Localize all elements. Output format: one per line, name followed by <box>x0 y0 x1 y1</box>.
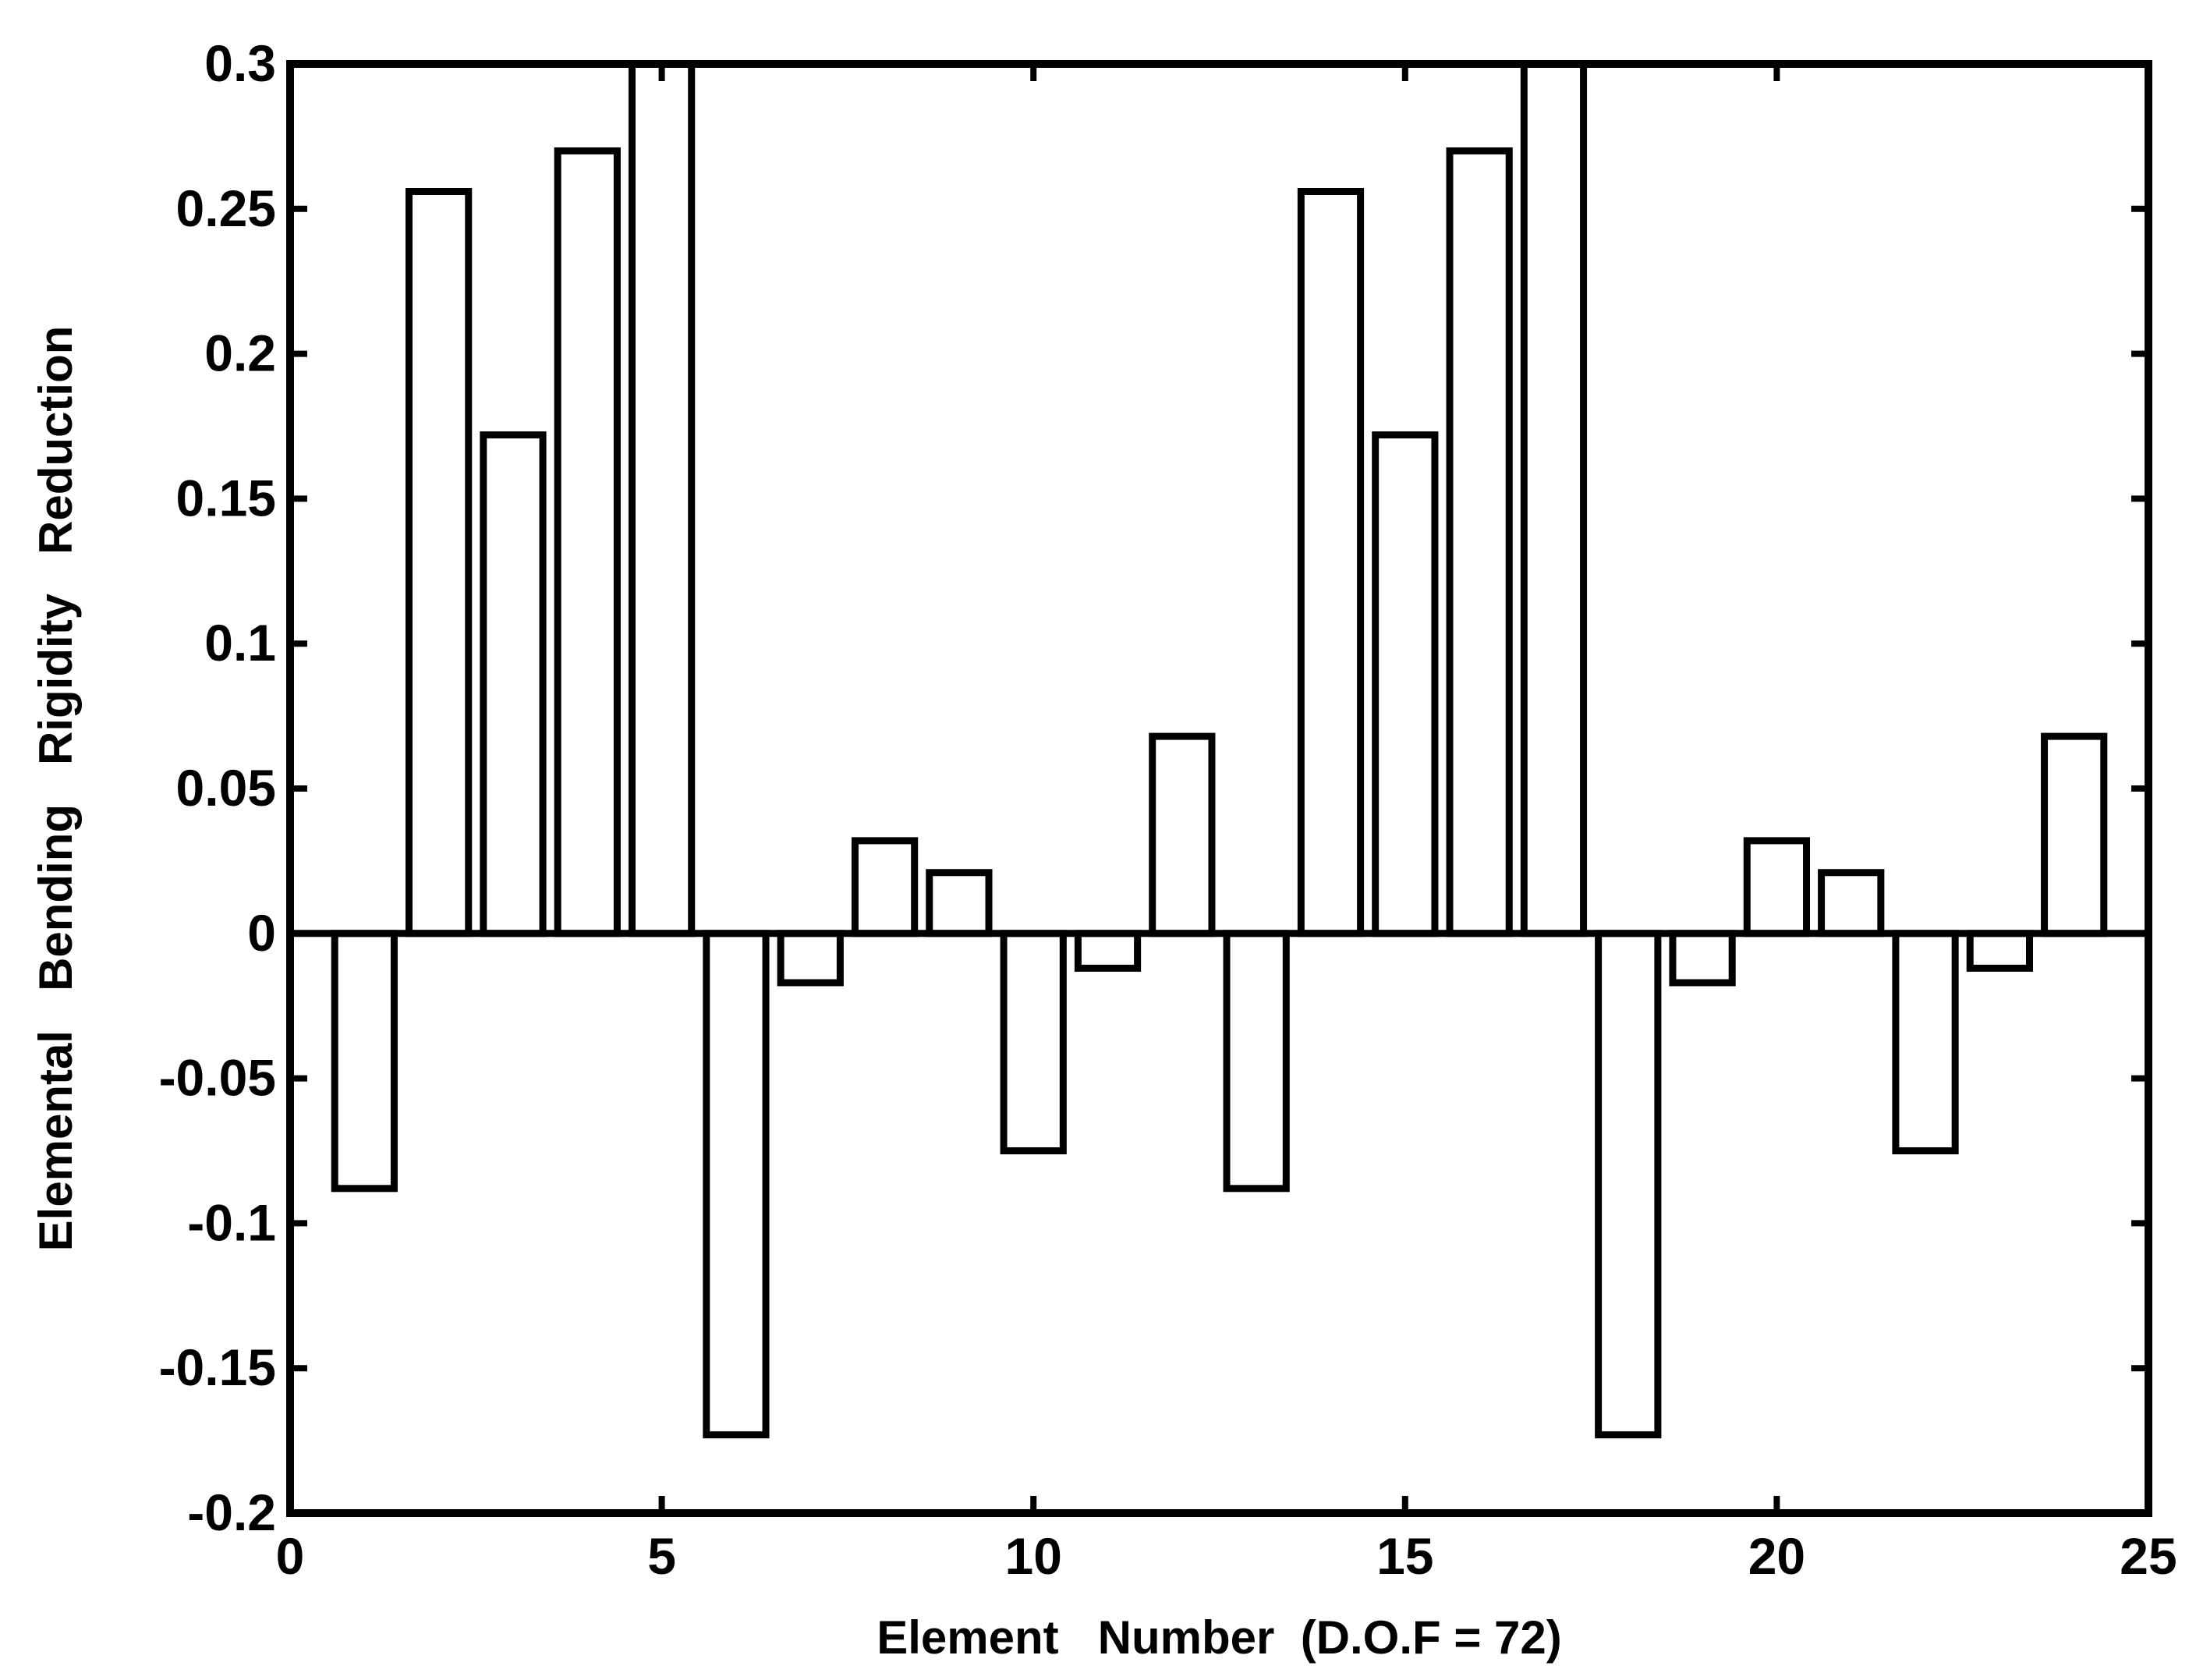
x-axis-label: Element Number (D.O.F = 72) <box>877 1611 1562 1664</box>
bar-element-3 <box>480 431 547 937</box>
bar-element-13 <box>1223 930 1290 1193</box>
bar-element-21 <box>1818 869 1885 937</box>
bar-element-11 <box>1074 930 1142 972</box>
axis-ticks <box>287 61 2152 1516</box>
y-axis-tick-labels: 0.3 0.25 0.2 0.15 0.1 0.05 0 -0.05 -0.1 -0.15 -0.2 <box>159 34 276 1541</box>
y-tick-label--0.2: -0.2 <box>187 1483 276 1541</box>
bar-element-1 <box>331 930 398 1193</box>
y-tick-label-0.15: 0.15 <box>176 469 276 526</box>
bar-element-7 <box>777 930 844 987</box>
y-tick-label-0.3: 0.3 <box>204 34 276 92</box>
bars-group <box>331 60 2108 1439</box>
x-axis-tick-labels: 0 5 10 15 20 25 <box>276 1527 2177 1585</box>
x-tick-label-0: 0 <box>276 1527 305 1585</box>
x-tick-label-15: 15 <box>1376 1527 1433 1585</box>
y-tick-label--0.1: -0.1 <box>187 1193 276 1251</box>
bar-element-4 <box>554 147 621 937</box>
y-tick-label-0.25: 0.25 <box>176 179 276 237</box>
bar-element-17 <box>1520 60 1588 937</box>
y-tick-label-0.1: 0.1 <box>204 614 276 672</box>
y-tick-label--0.05: -0.05 <box>159 1049 276 1107</box>
y-tick-label--0.15: -0.15 <box>159 1338 276 1396</box>
bar-element-9 <box>926 869 993 937</box>
bar-element-19 <box>1669 930 1736 987</box>
bar-element-23 <box>1966 930 2033 972</box>
bar-element-12 <box>1149 732 1216 937</box>
bar-element-10 <box>1000 930 1067 1155</box>
x-tick-label-5: 5 <box>647 1527 676 1585</box>
bar-element-14 <box>1297 188 1365 937</box>
y-tick-label-0: 0 <box>247 904 276 962</box>
bar-element-24 <box>2041 732 2108 937</box>
y-tick-label-0.05: 0.05 <box>176 759 276 817</box>
bar-element-5 <box>628 60 696 937</box>
bar-element-20 <box>1743 837 1811 937</box>
y-tick-label-0.2: 0.2 <box>204 324 276 382</box>
bar-element-18 <box>1595 930 1662 1439</box>
bar-element-22 <box>1892 930 1959 1155</box>
x-tick-label-25: 25 <box>2120 1527 2177 1585</box>
y-axis-label: Elemental Bending Rigidity Reduction <box>30 326 82 1252</box>
bar-element-16 <box>1446 147 1513 937</box>
bar-element-8 <box>851 837 919 937</box>
bar-element-2 <box>406 188 473 937</box>
x-tick-label-10: 10 <box>1004 1527 1061 1585</box>
bar-element-15 <box>1372 431 1439 937</box>
x-tick-label-20: 20 <box>1748 1527 1805 1585</box>
bar-element-6 <box>703 930 770 1439</box>
